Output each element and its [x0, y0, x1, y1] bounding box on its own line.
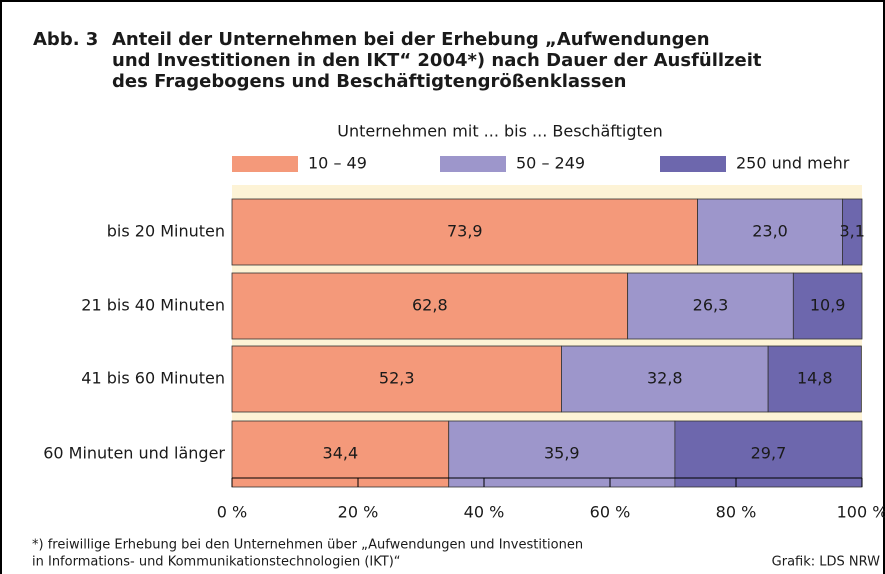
x-tick-label: 20 % — [338, 503, 379, 522]
title-line: des Fragebogens und Beschäftigtengrößenk… — [112, 71, 626, 92]
category-label: 21 bis 40 Minuten — [81, 296, 225, 315]
x-tick-label: 40 % — [464, 503, 505, 522]
data-label: 73,9 — [447, 222, 483, 241]
legend-label: 50 – 249 — [516, 154, 585, 173]
x-tick-label: 80 % — [716, 503, 757, 522]
data-label: 35,9 — [544, 444, 580, 463]
legend-swatch — [232, 156, 298, 172]
category-label: 41 bis 60 Minuten — [81, 369, 225, 388]
title-line: und Investitionen in den IKT“ 2004*) nac… — [112, 50, 762, 71]
x-tick-label: 100 % — [837, 503, 885, 522]
data-label: 23,0 — [752, 222, 788, 241]
bar-segment — [674, 420, 863, 488]
bar-segment — [561, 345, 769, 413]
bar-segment — [448, 420, 676, 488]
bar-segment — [231, 420, 450, 488]
bar-segment — [231, 198, 698, 266]
data-label: 29,7 — [751, 444, 787, 463]
legend-label: 10 – 49 — [308, 154, 367, 173]
title-prefix: Abb. 3 — [33, 29, 98, 50]
footnote: *) freiwillige Erhebung bei den Unterneh… — [32, 538, 583, 553]
footnote: in Informations- und Kommunikationstechn… — [32, 555, 401, 570]
data-label: 26,3 — [693, 296, 729, 315]
source: Grafik: LDS NRW — [772, 555, 880, 570]
x-tick-label: 0 % — [217, 503, 247, 522]
data-label: 52,3 — [379, 369, 415, 388]
bar-segment — [792, 272, 863, 340]
x-tick-label: 60 % — [590, 503, 631, 522]
data-label: 3,1 — [840, 222, 865, 241]
bar-segment — [231, 272, 629, 340]
bar-segment — [697, 198, 843, 266]
data-label: 62,8 — [412, 296, 448, 315]
legend-title: Unternehmen mit ... bis ... Beschäftigte… — [337, 122, 663, 141]
legend-swatch — [660, 156, 726, 172]
bar-segment — [767, 345, 862, 413]
data-label: 14,8 — [797, 369, 833, 388]
category-label: bis 20 Minuten — [107, 222, 225, 241]
data-label: 10,9 — [810, 296, 846, 315]
legend-swatch — [440, 156, 506, 172]
category-label: 60 Minuten und länger — [43, 444, 225, 463]
bar-segment — [627, 272, 794, 340]
title-line: Anteil der Unternehmen bei der Erhebung … — [112, 29, 710, 50]
data-label: 32,8 — [647, 369, 683, 388]
bar-segment — [231, 345, 562, 413]
data-label: 34,4 — [323, 444, 359, 463]
legend-label: 250 und mehr — [736, 154, 850, 173]
bar-segment — [842, 198, 863, 266]
